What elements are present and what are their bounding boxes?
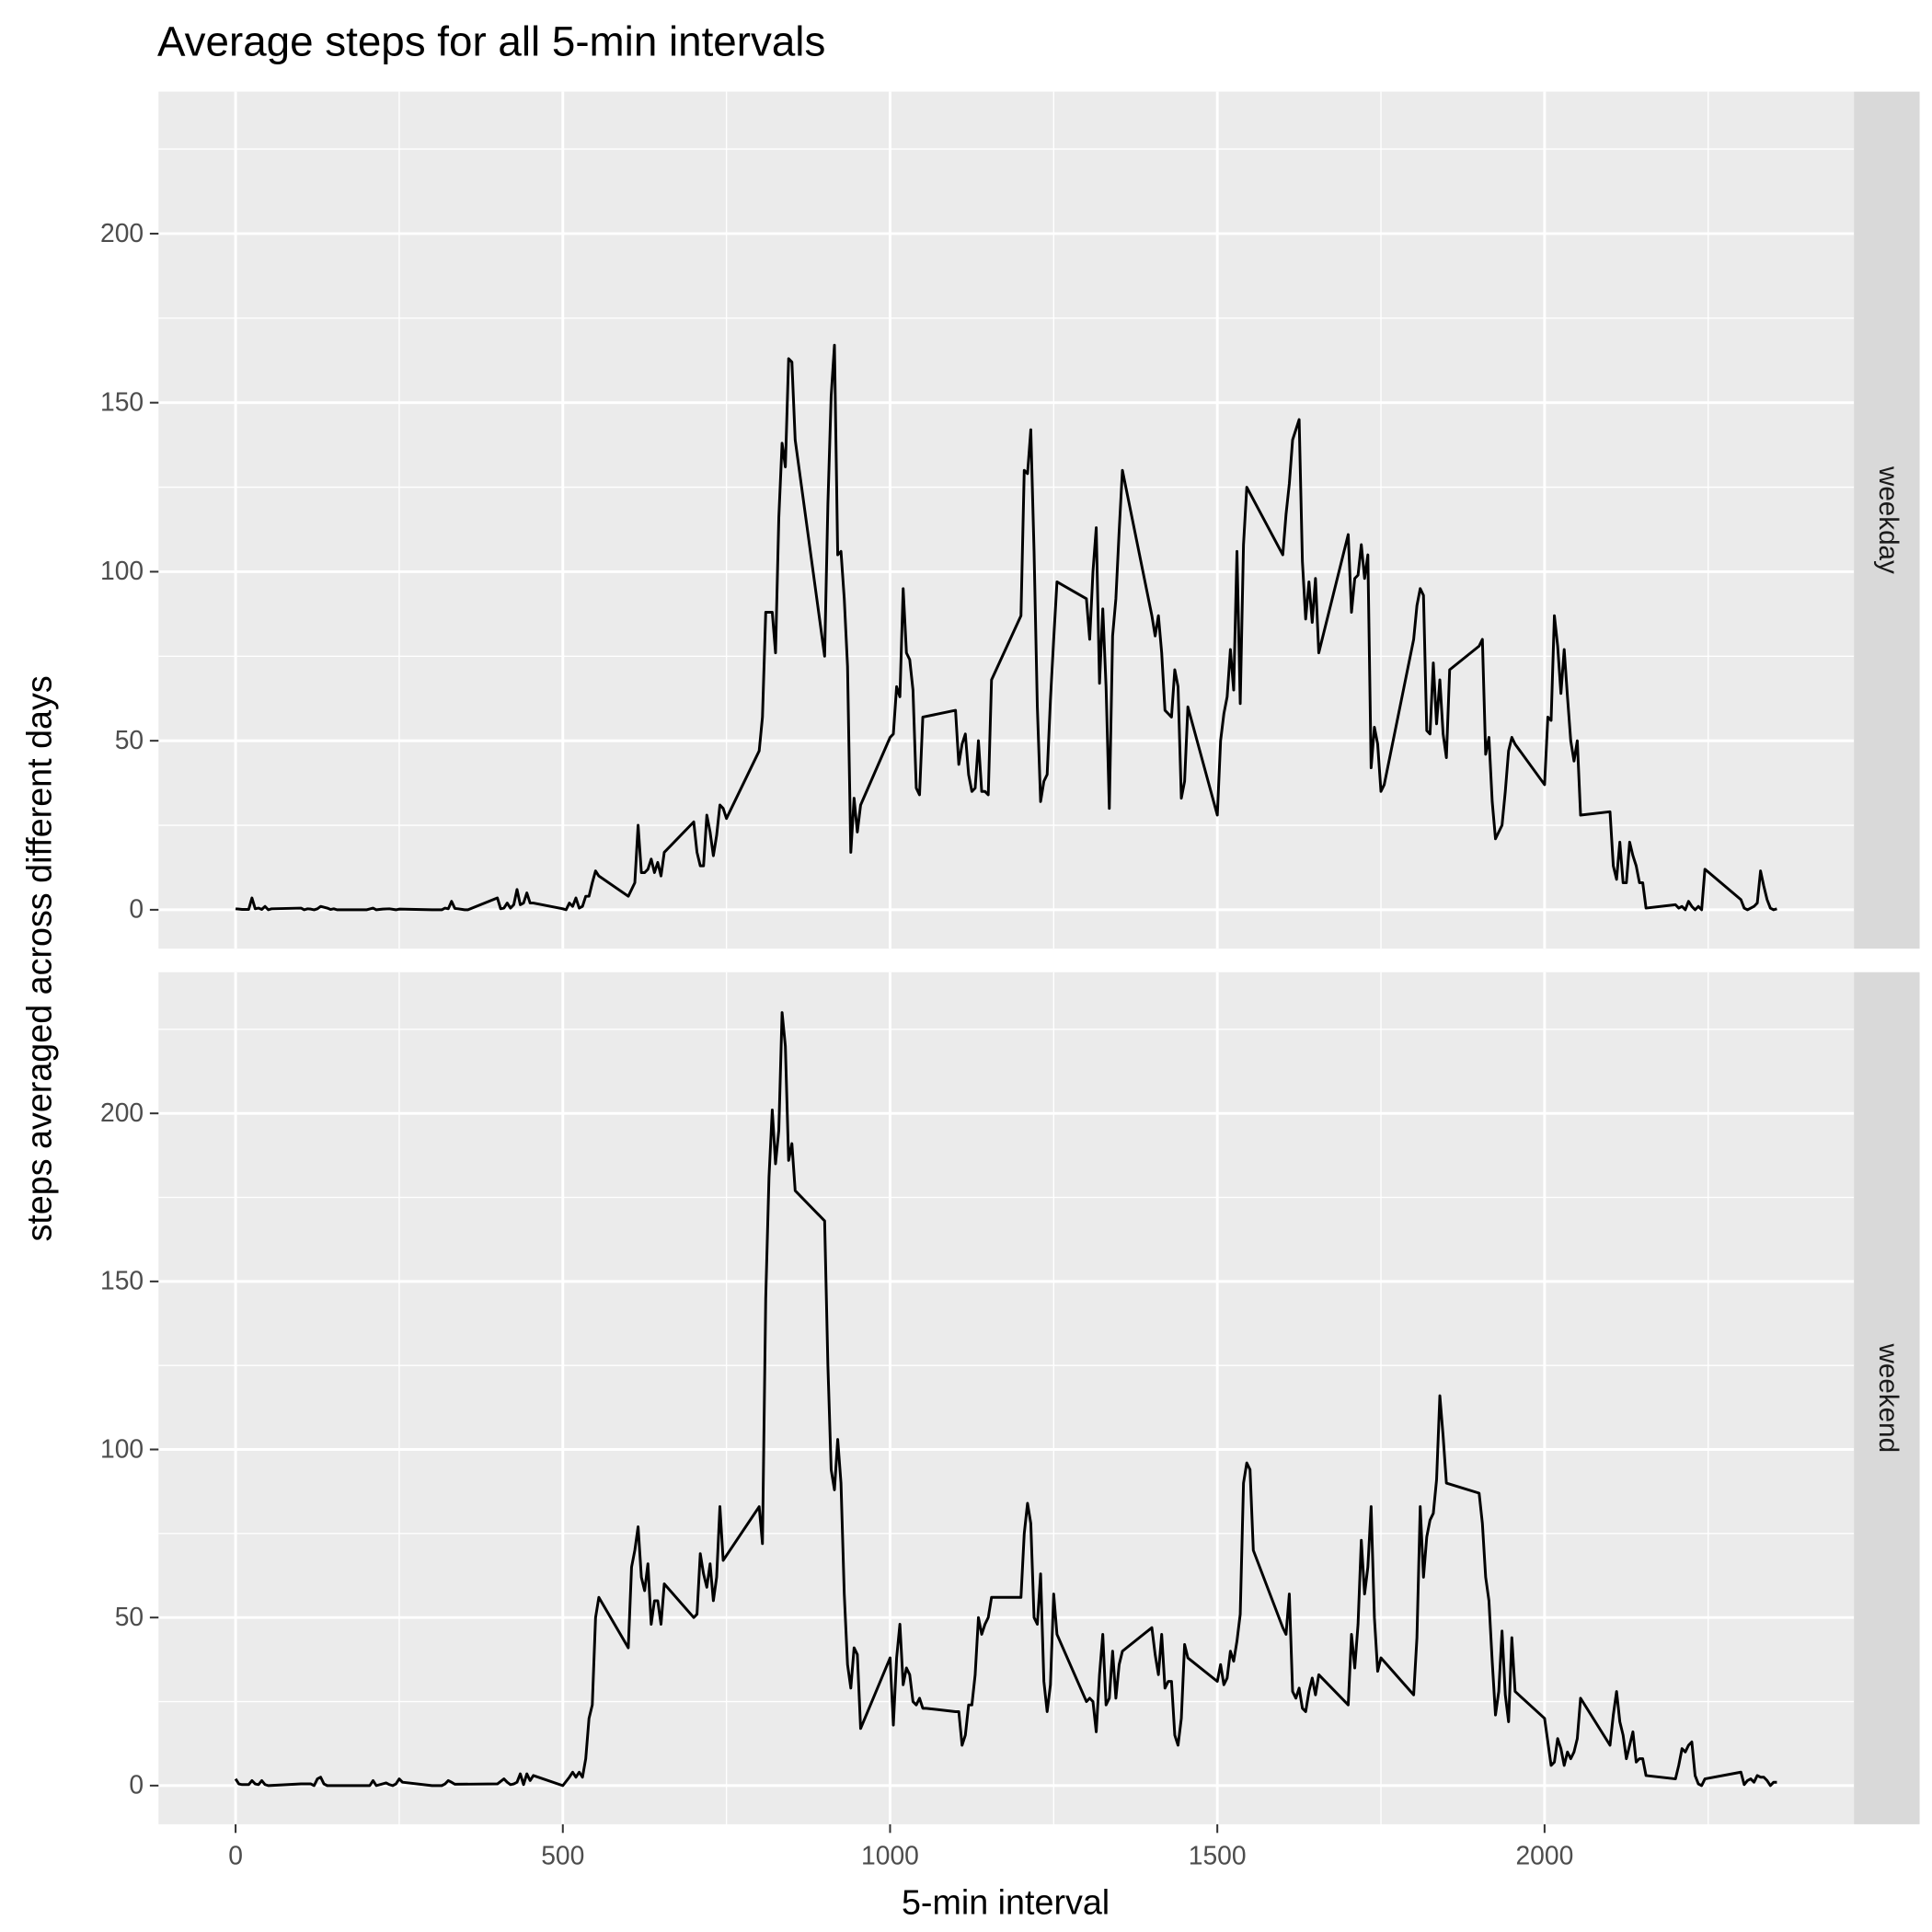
y-tick-label: 100 bbox=[100, 1433, 144, 1463]
panel-background bbox=[158, 91, 1855, 949]
data-line bbox=[234, 1011, 1777, 1788]
y-tick-label: 50 bbox=[115, 1602, 144, 1631]
panel-background bbox=[158, 972, 1855, 1824]
y-tick-label: 200 bbox=[100, 1098, 144, 1127]
x-tick-label: 1000 bbox=[861, 1841, 919, 1870]
y-tick-label: 0 bbox=[129, 1770, 144, 1800]
y-axis-title: steps averaged across different days bbox=[20, 675, 59, 1241]
facet-strip bbox=[1854, 91, 1920, 949]
facet-strip bbox=[1854, 972, 1920, 1824]
y-tick-label: 150 bbox=[100, 1266, 144, 1295]
y-tick-label: 50 bbox=[115, 725, 144, 754]
x-axis-title: 5-min interval bbox=[902, 1882, 1110, 1921]
facet-label: weekday bbox=[1873, 466, 1903, 574]
x-tick-label: 500 bbox=[541, 1841, 584, 1870]
y-tick-label: 200 bbox=[100, 218, 144, 247]
facet-label: weekend bbox=[1873, 1343, 1903, 1454]
chart-title: Average steps for all 5-min intervals bbox=[157, 18, 825, 65]
x-tick-label: 2000 bbox=[1515, 1841, 1573, 1870]
y-tick-label: 0 bbox=[129, 894, 144, 924]
y-tick-label: 100 bbox=[100, 556, 144, 585]
x-tick-label: 1500 bbox=[1189, 1841, 1247, 1870]
x-tick-label: 0 bbox=[228, 1841, 243, 1870]
y-tick-label: 150 bbox=[100, 387, 144, 417]
data-line bbox=[235, 343, 1777, 912]
